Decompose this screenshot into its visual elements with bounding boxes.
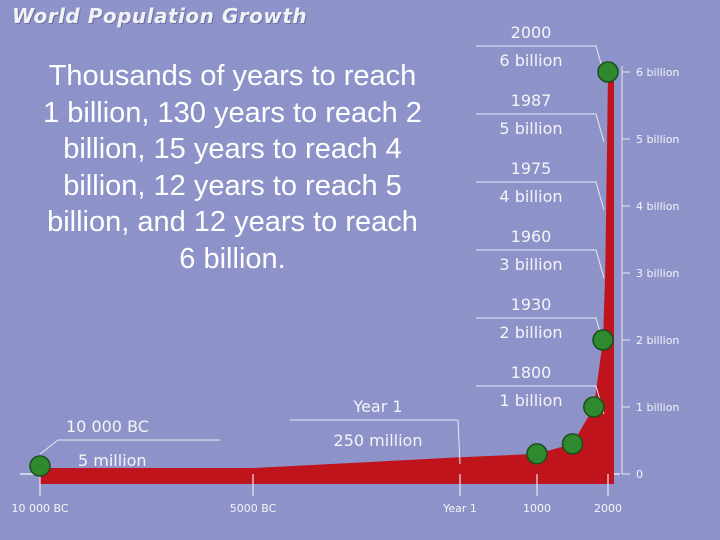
data-point bbox=[561, 433, 584, 455]
callout-value-label: 250 million bbox=[334, 431, 423, 450]
milestone-value-label: 1 billion bbox=[499, 391, 562, 410]
x-tick-label: Year 1 bbox=[442, 502, 477, 515]
milestone-value-label: 3 billion bbox=[499, 255, 562, 274]
milestone-value-label: 6 billion bbox=[499, 51, 562, 70]
milestone-year-label: 2000 bbox=[511, 23, 552, 42]
milestone-value-label: 2 billion bbox=[499, 323, 562, 342]
data-point bbox=[526, 443, 548, 465]
y-tick-label: 4 billion bbox=[636, 200, 679, 213]
x-tick-label: 5000 BC bbox=[230, 502, 277, 515]
x-tick-label: 1000 bbox=[523, 502, 551, 515]
x-tick-label: 2000 bbox=[594, 502, 622, 515]
callout-leader bbox=[457, 419, 461, 465]
milestone-year-label: 1960 bbox=[511, 227, 552, 246]
callout-year-label: Year 1 bbox=[352, 397, 402, 416]
y-tick-label: 3 billion bbox=[636, 267, 679, 280]
milestone-year-label: 1975 bbox=[511, 159, 552, 178]
x-tick-label: 10 000 BC bbox=[11, 502, 68, 515]
slide-caption: Thousands of years to reach 1 billion, 1… bbox=[43, 60, 422, 275]
callout-year-label: 10 000 BC bbox=[66, 417, 149, 436]
milestone-leader bbox=[586, 181, 605, 211]
callout-value-label: 5 million bbox=[78, 451, 147, 470]
y-tick-label: 1 billion bbox=[636, 401, 679, 414]
y-tick-label: 0 bbox=[636, 468, 643, 481]
y-tick-label: 5 billion bbox=[636, 133, 679, 146]
y-tick-label: 2 billion bbox=[636, 334, 679, 347]
y-tick-label: 6 billion bbox=[636, 66, 679, 79]
milestone-value-label: 5 billion bbox=[499, 119, 562, 138]
milestone-year-label: 1800 bbox=[511, 363, 552, 382]
data-point bbox=[597, 61, 619, 83]
slide-title: World Population Growth bbox=[12, 4, 308, 28]
data-point bbox=[29, 455, 51, 477]
milestone-leader bbox=[586, 249, 605, 279]
callout-leader bbox=[39, 439, 59, 455]
milestone-year-label: 1930 bbox=[511, 295, 552, 314]
milestone-year-label: 1987 bbox=[511, 91, 552, 110]
milestone-leader bbox=[586, 113, 605, 143]
data-point bbox=[583, 396, 605, 418]
milestone-value-label: 4 billion bbox=[499, 187, 562, 206]
data-point bbox=[592, 329, 614, 351]
